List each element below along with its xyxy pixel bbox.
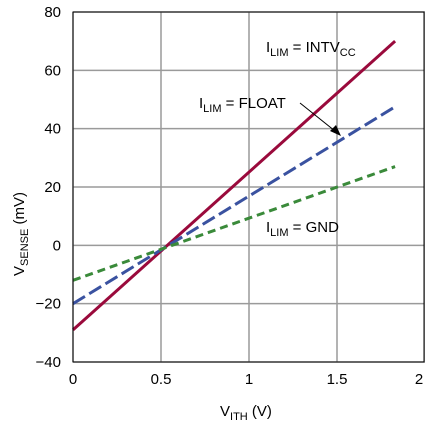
x-tick-labels: 0 0.5 1 1.5 2 (69, 371, 423, 388)
series-label-2: ILIM = GND (266, 219, 339, 239)
x-tick-label: 2 (415, 371, 423, 388)
grid (72, 11, 425, 363)
x-tick-label: 1 (245, 371, 253, 388)
y-tick-label: −20 (36, 296, 61, 313)
plot-frame (72, 11, 425, 363)
float-label-arrow (299, 102, 336, 132)
y-tick-label: 40 (44, 121, 61, 138)
series-label-1: ILIM = FLOAT (199, 95, 286, 115)
series-labels: ILIM = INTVCC ILIM = FLOAT ILIM = GND (199, 39, 356, 239)
x-axis-label: VITH (V) (220, 403, 272, 423)
y-tick-label: −40 (36, 354, 61, 371)
float-label-arrowhead (330, 125, 341, 136)
series-layer (71, 40, 397, 332)
y-axis-label: VSENSE (mV) (11, 192, 31, 276)
y-tick-label: 0 (53, 237, 61, 254)
series-line-0 (71, 40, 397, 332)
y-tick-label: 80 (44, 4, 61, 21)
x-tick-label: 1.5 (327, 371, 348, 388)
series-line-2 (72, 165, 396, 282)
y-tick-label: 60 (44, 62, 61, 79)
x-tick-label: 0.5 (151, 371, 172, 388)
y-tick-labels: 80 60 40 20 0 −20 −40 (36, 4, 61, 371)
y-tick-label: 20 (44, 179, 61, 196)
series-line-1 (72, 105, 396, 305)
series-label-0: ILIM = INTVCC (266, 39, 356, 59)
x-tick-label: 0 (69, 371, 77, 388)
